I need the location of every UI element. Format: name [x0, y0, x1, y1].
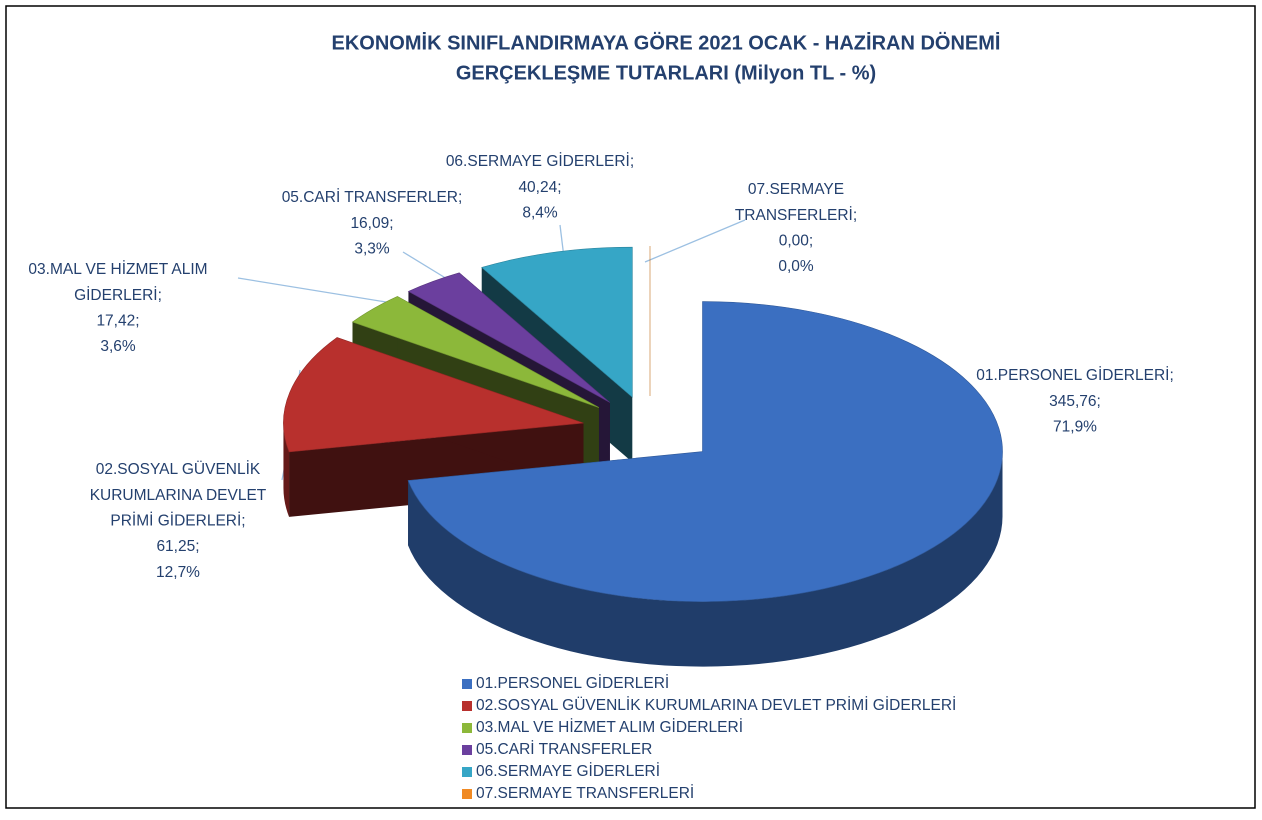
legend-swatch	[462, 701, 472, 711]
data-label-percent: 3,6%	[100, 338, 136, 355]
slice-top	[407, 301, 1003, 602]
data-label-percent: 0,0%	[778, 258, 814, 275]
leader-line	[237, 277, 393, 304]
legend-swatch	[462, 767, 472, 777]
data-label-name: 06.SERMAYE GİDERLERİ;	[446, 152, 634, 170]
data-label-name: GİDERLERİ;	[74, 286, 162, 304]
legend-label: 07.SERMAYE TRANSFERLERİ	[476, 784, 694, 802]
slice-top	[481, 246, 633, 398]
legend-swatch	[462, 789, 472, 799]
slice-wall	[408, 451, 1003, 667]
leader-line	[644, 219, 746, 263]
data-label-name: 07.SERMAYE	[748, 181, 844, 198]
data-label-name: 05.CARİ TRANSFERLER;	[282, 188, 463, 206]
data-label-name: TRANSFERLERİ;	[735, 206, 857, 224]
data-label-value: 40,24;	[518, 179, 561, 196]
pie	[283, 246, 1003, 667]
data-label-name: 03.MAL VE HİZMET ALIM	[28, 260, 207, 278]
legend-label: 05.CARİ TRANSFERLER	[476, 740, 652, 758]
legend-label: 03.MAL VE HİZMET ALIM GİDERLERİ	[476, 718, 743, 736]
data-label-value: 345,76;	[1049, 393, 1101, 410]
data-label-percent: 71,9%	[1053, 418, 1097, 435]
data-label-percent: 8,4%	[522, 204, 558, 221]
slice-wall	[283, 423, 290, 517]
data-label-value: 16,09;	[350, 215, 393, 232]
data-label-name: 02.SOSYAL GÜVENLİK	[96, 460, 261, 478]
chart-title: GERÇEKLEŞME TUTARLARI (Milyon TL - %)	[456, 62, 876, 84]
slice-top	[351, 296, 600, 408]
legend: 01.PERSONEL GİDERLERİ 02.SOSYAL GÜVENLİK …	[462, 674, 956, 802]
data-label-value: 61,25;	[156, 538, 199, 555]
legend-swatch	[462, 723, 472, 733]
data-label-name: 01.PERSONEL GİDERLERİ;	[976, 366, 1174, 384]
chart-title: EKONOMİK SINIFLANDIRMAYA GÖRE 2021 OCAK …	[332, 31, 1001, 54]
legend-label: 06.SERMAYE GİDERLERİ	[476, 762, 660, 780]
slice-top	[407, 272, 611, 403]
slice-top	[283, 337, 584, 453]
data-label-name: PRİMİ GİDERLERİ;	[110, 511, 245, 529]
data-label-name: KURUMLARINA DEVLET	[90, 487, 267, 504]
slice	[407, 301, 1003, 667]
legend-label: 02.SOSYAL GÜVENLİK KURUMLARINA DEVLET PR…	[476, 696, 956, 714]
legend-swatch	[462, 679, 472, 689]
legend-swatch	[462, 745, 472, 755]
data-label-value: 17,42;	[96, 312, 139, 329]
legend-label: 01.PERSONEL GİDERLERİ	[476, 674, 669, 692]
data-label-value: 0,00;	[779, 232, 813, 249]
data-label-percent: 12,7%	[156, 564, 200, 581]
data-label-percent: 3,3%	[354, 240, 390, 257]
